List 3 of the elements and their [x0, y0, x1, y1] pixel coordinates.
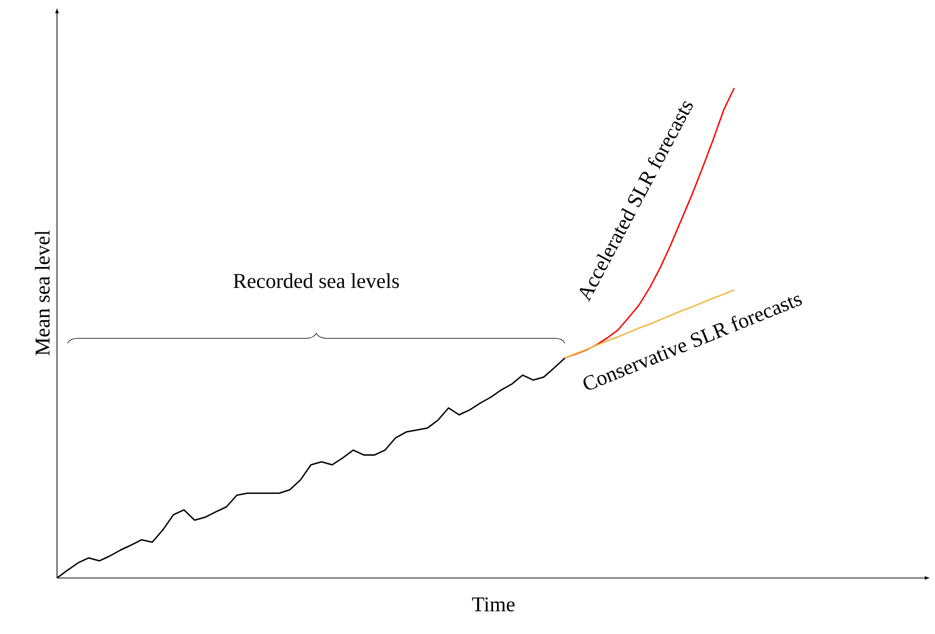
y-axis-title: Mean sea level	[34, 230, 50, 356]
x-axis-title: Time	[472, 597, 515, 612]
annotation: Recorded sea levels	[233, 273, 399, 288]
